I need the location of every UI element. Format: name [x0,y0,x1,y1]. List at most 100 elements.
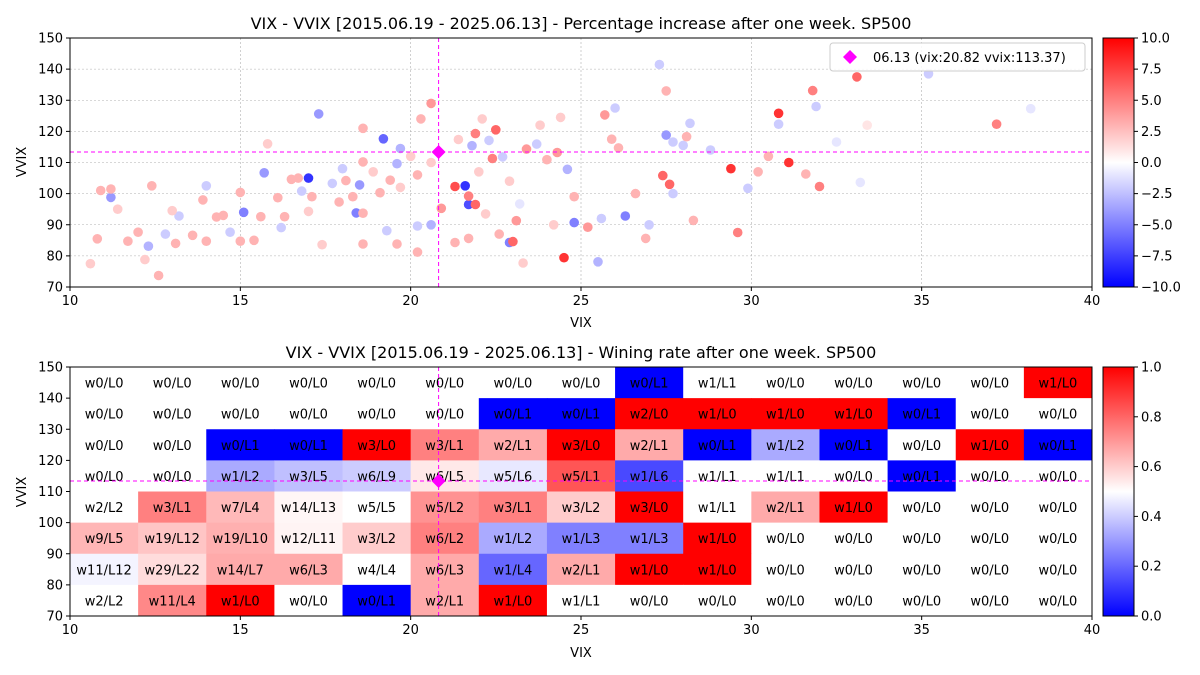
scatter-point [405,151,416,162]
colorbar-tick-label: 0.0 [1141,156,1162,171]
scatter-point [773,119,784,129]
heatmap-cell-label: w2/L2 [85,594,124,609]
colorbar-tick-label: 5.0 [1141,94,1162,109]
scatter-point [497,152,508,162]
scatter-point [991,119,1002,129]
heatmap-cell-label: w2/L1 [630,439,669,454]
heatmap-cell-label: w0/L0 [970,501,1009,516]
heatmap-cell [138,553,207,586]
scatter-point [463,191,474,201]
scatter-point [358,123,368,134]
y-tick-label: 90 [46,218,63,233]
heatmap-cell [478,367,548,399]
scatter-point [262,139,273,149]
colorbar-tick-label: −7.5 [1141,249,1173,264]
scatter-point [153,270,164,281]
heatmap-cell [819,522,888,555]
scatter-point [235,236,246,246]
heatmap-cell [683,584,752,616]
scatter-point [811,101,821,112]
legend-box [829,42,1086,72]
scatter-point [620,211,631,221]
x-tick-label: 35 [913,623,930,638]
heatmap-cell [410,584,480,616]
heatmap-cell [1023,367,1092,399]
y-tick-label: 70 [46,281,63,296]
heatmap-cell [274,367,343,399]
heatmap-cell [819,398,888,430]
x-tick-label: 30 [743,623,760,638]
scatter-point [426,98,436,109]
heatmap-cell-label: w0/L0 [902,501,941,516]
heatmap-cell [410,460,480,492]
heatmap-cell-label: w0/L1 [562,408,601,423]
heatmap-cell [342,367,412,399]
heatmap-cell-label: w0/L0 [153,377,192,392]
heatmap-cell [887,398,957,430]
heatmap-cell [478,429,548,461]
heatmap-cell [819,584,888,616]
heatmap-cell-label: w0/L0 [153,470,192,485]
heatmap-cell [683,553,752,586]
heatmap-cell [342,491,412,524]
scatter-point [664,179,675,190]
x-tick-label: 40 [1084,623,1101,638]
scatter-point [705,145,716,155]
heatmap-cell [1023,584,1092,616]
scatter-point [354,180,365,190]
heatmap-cell-label: w1/L4 [494,563,533,578]
heatmap-cell [751,584,820,616]
heatmap-cell [206,460,275,492]
heatmap-cell [751,460,820,492]
heatmap-cell [274,584,343,616]
x-tick-label: 25 [573,294,590,309]
heatmap-cell-label: w0/L1 [1039,439,1078,454]
heatmap-cell-label: w3/L0 [630,501,669,516]
scatter-legend: 06.13 (vix:20.82 vvix:113.37) [829,42,1086,72]
colorbar-tick-label: 0.2 [1141,560,1162,575]
heatmap-cell-label: w0/L0 [834,470,873,485]
scatter-point [606,134,617,144]
heatmap-cell-label: w3/L1 [494,501,533,516]
heatmap-cell-label: w0/L0 [1039,470,1078,485]
scatter-point [596,213,607,224]
scatter-point [521,144,532,154]
x-tick-label: 40 [1084,294,1101,309]
scatter-point [140,254,150,265]
heatmap-current-marker [70,367,1092,616]
scatter-point [201,181,212,191]
scatter-grid [70,38,1092,287]
heatmap-cell [887,491,957,524]
heatmap-cell-label: w12/L11 [281,532,336,547]
heatmap-cell-label: w1/L6 [630,470,669,485]
scatter-point [644,220,654,230]
scatter-point [348,191,358,202]
heatmap-cell [546,584,616,616]
heatmap-cell-label: w0/L0 [766,594,805,609]
scatter-point [685,118,695,129]
scatter-point [358,157,368,167]
heatmap-cell-label: w6/L3 [289,563,328,578]
scatter-point [426,157,436,168]
scatter-point [511,215,522,226]
heatmap-cell [615,522,684,555]
colorbar-tick-label: 0.6 [1141,460,1162,475]
heatmap-cell-label: w1/L1 [766,470,805,485]
scatter-point [273,192,283,203]
heatmap-cell [955,367,1025,399]
heatmap-cell [342,584,412,616]
heatmap-cell-label: w1/L1 [562,594,601,609]
heatmap-cell [955,584,1025,616]
scatter-point [392,239,402,249]
y-tick-label: 140 [38,392,63,407]
scatter-point [167,205,177,216]
scatter-point [610,103,620,113]
scatter-point [630,188,641,199]
heatmap-cell [683,398,752,430]
heatmap-cell-label: w1/L0 [698,408,737,423]
scatter-colorbar: 10.0 7.5 5.0 2.5 0.0 −2.5 −5.0 −7.5 −10.0 [1102,32,1181,296]
colorbar-tick-label: 0.4 [1141,510,1162,525]
heatmap-cell-label: w0/L0 [630,594,669,609]
heatmap-cell-label: w1/L1 [698,470,737,485]
